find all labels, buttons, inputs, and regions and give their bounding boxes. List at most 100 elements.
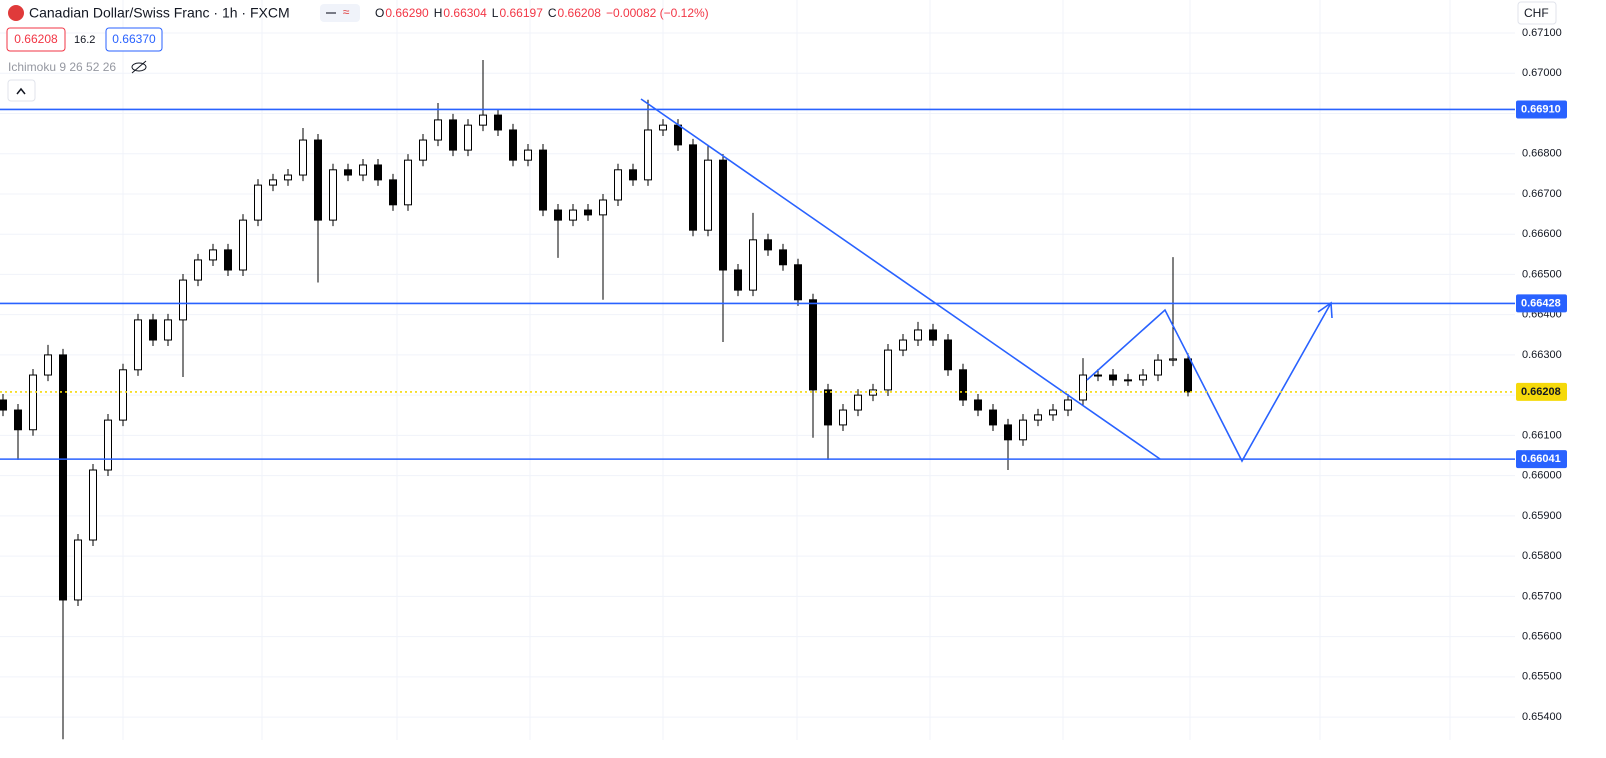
y-tick-label: 0.65400 — [1522, 711, 1562, 723]
candle-body — [509, 129, 517, 161]
currency: CHF — [1524, 6, 1549, 20]
candle-body — [149, 319, 157, 341]
candle-body — [1019, 419, 1027, 441]
candle-body — [194, 259, 202, 281]
ask-price: 0.66370 — [112, 32, 156, 46]
y-tick-label: 0.66100 — [1522, 429, 1562, 441]
ask-box[interactable] — [105, 27, 163, 52]
symbol-title: Canadian Dollar/Swiss Franc · 1h · FXCM — [29, 5, 290, 21]
candle-body — [629, 169, 637, 181]
candle-body — [569, 209, 577, 221]
candle-body — [284, 174, 292, 181]
candle-body — [974, 399, 982, 411]
trend-line — [640, 98, 1161, 460]
y-tick-label: 0.65600 — [1522, 630, 1562, 642]
candle-body — [689, 144, 697, 231]
candle-body — [179, 279, 187, 321]
ohlc-key: L — [492, 6, 499, 20]
grid — [0, 0, 1515, 740]
y-tick-label: 0.66800 — [1522, 148, 1562, 160]
candle-body — [644, 129, 652, 181]
candle-body — [1109, 374, 1117, 381]
candle-body — [524, 149, 532, 161]
y-tick-label: 0.66300 — [1522, 349, 1562, 361]
candle-body — [914, 329, 922, 341]
y-tick-label: 0.65900 — [1522, 510, 1562, 522]
candle-body — [704, 159, 712, 231]
candle-body — [539, 149, 547, 211]
candle-body — [59, 354, 67, 601]
level-tag — [1516, 294, 1567, 313]
y-tick-label: 0.65500 — [1522, 671, 1562, 683]
candle-body — [884, 349, 892, 391]
candle-body — [464, 124, 472, 151]
bid-price: 0.66208 — [14, 32, 58, 46]
candle-body — [29, 374, 37, 431]
y-tick-label: 0.66000 — [1522, 470, 1562, 482]
ohlc-key: O — [375, 6, 384, 20]
change: −0.00082 (−0.12%) — [606, 6, 709, 20]
candle-body — [0, 399, 7, 411]
candle-body — [299, 139, 307, 176]
currency-button[interactable] — [1517, 1, 1557, 25]
candle-body — [929, 329, 937, 341]
indicator-label: Ichimoku 9 26 52 26 — [8, 60, 116, 74]
candle-body — [269, 179, 277, 186]
levels — [0, 108, 1515, 460]
compare-button[interactable] — [320, 4, 360, 22]
candle-body — [779, 249, 787, 266]
y-tick-label: 0.67000 — [1522, 67, 1562, 79]
candle-body — [389, 179, 397, 206]
candles — [0, 59, 1192, 740]
candle-body — [1169, 358, 1177, 361]
candle-body — [1154, 359, 1162, 376]
candle-body — [494, 114, 502, 131]
candle-body — [1079, 374, 1087, 401]
candle-body — [374, 164, 382, 181]
candle-body — [434, 119, 442, 141]
candle-body — [134, 319, 142, 371]
level-label: 0.66910 — [1521, 103, 1561, 115]
ohlc-value: 0.66208 — [558, 6, 602, 20]
candle-body — [329, 169, 337, 221]
y-tick-label: 0.66500 — [1522, 268, 1562, 280]
candle-body — [854, 394, 862, 411]
candle-body — [44, 354, 52, 376]
candle-body — [899, 339, 907, 351]
candle-body — [449, 119, 457, 151]
y-tick-label: 0.65800 — [1522, 550, 1562, 562]
candle-body — [1139, 374, 1147, 381]
icon: ≈ — [343, 5, 350, 19]
last-price-label: 0.66208 — [1521, 386, 1561, 398]
bid-box[interactable] — [6, 27, 66, 52]
candle-body — [239, 219, 247, 271]
ohlc: O 0.66290 H 0.66304 L 0.66197 C 0.66208 −0.00082… — [375, 6, 709, 20]
ohlc-value: 0.66290 — [385, 6, 429, 20]
candle-body — [554, 209, 562, 221]
candle-body — [119, 369, 127, 421]
level-tag — [1516, 450, 1567, 469]
candle-body — [479, 114, 487, 126]
candle-body — [599, 199, 607, 216]
ohlc-key: C — [548, 6, 557, 20]
icon — [131, 60, 147, 74]
y-tick-label: 0.67100 — [1522, 27, 1562, 39]
candle-body — [764, 239, 772, 251]
hide-icon[interactable] — [131, 62, 147, 72]
level-tag — [1516, 100, 1567, 119]
candle-body — [89, 469, 97, 541]
candle-body — [1064, 399, 1072, 411]
y-tick-label: 0.65700 — [1522, 590, 1562, 602]
price-axis: 0.671000.670000.669000.668000.667000.666… — [1516, 27, 1567, 723]
candle-body — [824, 389, 832, 426]
candle-body — [104, 419, 112, 471]
candle-body — [989, 409, 997, 426]
candle-body — [1184, 358, 1192, 393]
candle-body — [584, 209, 592, 216]
candle-body — [944, 339, 952, 371]
ohlc-value: 0.66304 — [443, 6, 487, 20]
candle-body — [344, 169, 352, 176]
candle-body — [1034, 414, 1042, 421]
spread: 16.2 — [74, 34, 95, 46]
